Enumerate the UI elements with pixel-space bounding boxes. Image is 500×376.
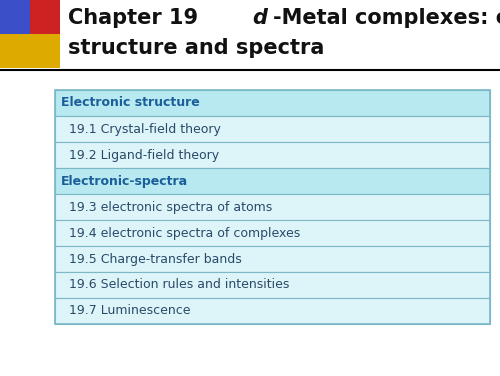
Bar xyxy=(55,116,490,142)
Text: 19.6 Selection rules and intensities: 19.6 Selection rules and intensities xyxy=(69,279,290,291)
Text: 19.3 electronic spectra of atoms: 19.3 electronic spectra of atoms xyxy=(69,200,272,214)
Text: Chapter 19: Chapter 19 xyxy=(68,8,205,28)
Text: 19.4 electronic spectra of complexes: 19.4 electronic spectra of complexes xyxy=(69,226,300,240)
Bar xyxy=(0,0,30,34)
Bar xyxy=(55,90,490,116)
Text: 19.7 Luminescence: 19.7 Luminescence xyxy=(69,305,190,317)
Bar xyxy=(0,34,30,68)
Bar xyxy=(55,90,490,324)
Bar xyxy=(55,272,490,298)
Text: Electronic structure: Electronic structure xyxy=(61,97,200,109)
Text: Electronic-spectra: Electronic-spectra xyxy=(61,174,188,188)
Text: structure and spectra: structure and spectra xyxy=(68,38,324,58)
Bar xyxy=(55,220,490,246)
Text: -Metal complexes: electronic: -Metal complexes: electronic xyxy=(273,8,500,28)
Bar xyxy=(55,246,490,272)
Bar xyxy=(30,34,60,68)
Text: 19.1 Crystal-field theory: 19.1 Crystal-field theory xyxy=(69,123,221,135)
Bar xyxy=(55,142,490,168)
Text: d: d xyxy=(252,8,268,28)
Text: 19.2 Ligand-field theory: 19.2 Ligand-field theory xyxy=(69,149,219,162)
Bar xyxy=(55,298,490,324)
Bar xyxy=(55,194,490,220)
Bar xyxy=(55,168,490,194)
Bar xyxy=(30,0,60,34)
Text: 19.5 Charge-transfer bands: 19.5 Charge-transfer bands xyxy=(69,253,242,265)
